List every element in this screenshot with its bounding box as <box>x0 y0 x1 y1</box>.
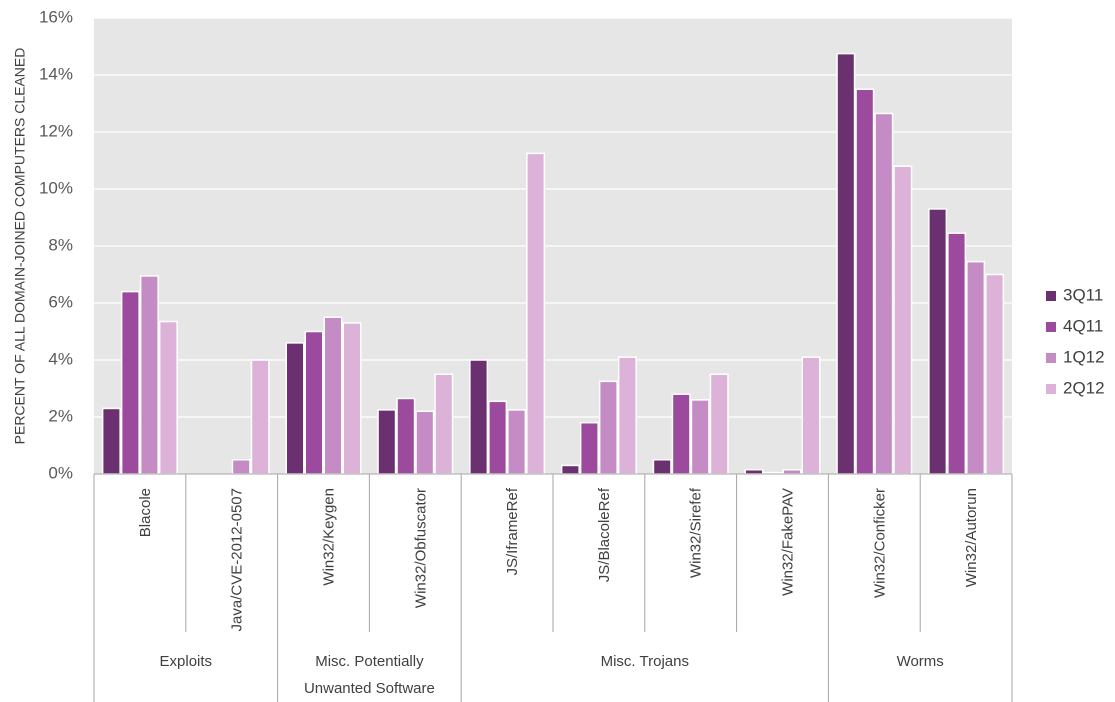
y-axis-title: PERCENT OF ALL DOMAIN-JOINED COMPUTERS C… <box>12 48 28 445</box>
y-tick-label: 0% <box>48 463 73 482</box>
bar-2q12-2 <box>342 322 362 475</box>
category-label: Win32/Obfuscator <box>412 488 429 608</box>
bar-1q12-2 <box>323 316 343 475</box>
bar-1q12-4 <box>507 409 527 475</box>
bar-3q11-5 <box>560 464 580 475</box>
group-label: Worms <box>897 653 944 670</box>
category-label: JS/BlacoleRef <box>596 487 613 582</box>
bar-3q11-6 <box>652 459 672 475</box>
legend-swatch <box>1046 353 1056 363</box>
group-label: Misc. Trojans <box>601 653 689 670</box>
y-tick-label: 6% <box>48 292 73 311</box>
bar-1q12-3 <box>415 410 435 475</box>
legend: 3Q11 4Q11 1Q12 2Q12 <box>1046 285 1105 397</box>
y-tick-label: 16% <box>39 7 73 26</box>
legend-swatch <box>1046 322 1056 332</box>
category-label: Win32/Keygen <box>320 488 337 586</box>
bar-3q11-0 <box>101 407 121 475</box>
bar-2q12-6 <box>709 373 729 475</box>
bar-4q11-3 <box>396 397 416 475</box>
bar-3q11-8 <box>836 52 856 475</box>
bar-4q11-4 <box>488 400 508 475</box>
bar-4q11-8 <box>855 88 875 475</box>
legend-label: 3Q11 <box>1063 285 1103 304</box>
y-axis-ticks: 0% 2% 4% 6% 8% 10% 12% 14% 16% <box>39 7 73 482</box>
bar-1q12-0 <box>139 275 159 475</box>
y-tick-label: 10% <box>39 178 73 197</box>
x-axis: Blacole Java/CVE-2012-0507 Win32/Keygen Win… <box>93 473 1013 702</box>
bar-4q11-2 <box>304 330 324 475</box>
category-label: JS/IframeRef <box>504 487 521 575</box>
bar-3q11-9 <box>928 208 948 475</box>
category-label: Blacole <box>137 488 154 537</box>
bar-2q12-5 <box>617 356 637 475</box>
group-label: Unwanted Software <box>304 680 435 697</box>
legend-label: 1Q12 <box>1063 347 1105 366</box>
bar-4q11-0 <box>120 290 140 475</box>
gridlines <box>94 17 1012 418</box>
bar-3q11-7 <box>744 468 764 475</box>
y-tick-label: 4% <box>48 349 73 368</box>
bar-1q12-7 <box>782 468 802 475</box>
legend-label: 4Q11 <box>1063 316 1103 335</box>
category-label: Win32/Conficker <box>871 488 888 598</box>
bar-3q11-2 <box>285 342 305 475</box>
bar-2q12-3 <box>434 373 454 475</box>
bar-4q11-6 <box>671 393 691 475</box>
y-tick-label: 12% <box>39 121 73 140</box>
legend-swatch <box>1046 384 1056 394</box>
y-tick-label: 2% <box>48 406 73 425</box>
category-label: Win32/Autorun <box>963 488 980 587</box>
y-tick-label: 14% <box>39 64 73 83</box>
legend-swatch <box>1046 291 1056 301</box>
category-label: Win32/FakePAV <box>779 488 796 596</box>
group-label: Misc. Potentially <box>315 653 424 670</box>
bar-2q12-1 <box>250 359 270 475</box>
bar-1q12-5 <box>598 380 618 475</box>
bar-2q12-4 <box>526 152 546 475</box>
bar-4q11-5 <box>579 421 599 475</box>
bar-2q12-0 <box>158 320 178 475</box>
bar-4q11-9 <box>947 232 967 475</box>
bar-1q12-1 <box>231 459 251 475</box>
category-label: Java/CVE-2012-0507 <box>229 488 246 631</box>
y-tick-label: 8% <box>48 235 73 254</box>
bar-2q12-8 <box>893 165 913 475</box>
bar-1q12-9 <box>966 260 986 475</box>
bar-1q12-6 <box>690 399 710 475</box>
category-label: Win32/Sirefef <box>688 487 705 578</box>
bar-3q11-4 <box>469 359 489 475</box>
bar-3q11-3 <box>377 409 397 475</box>
bar-2q12-9 <box>985 273 1005 475</box>
group-label: Exploits <box>160 653 213 670</box>
legend-label: 2Q12 <box>1063 378 1105 397</box>
bar-2q12-7 <box>801 356 821 475</box>
bar-1q12-8 <box>874 112 894 475</box>
